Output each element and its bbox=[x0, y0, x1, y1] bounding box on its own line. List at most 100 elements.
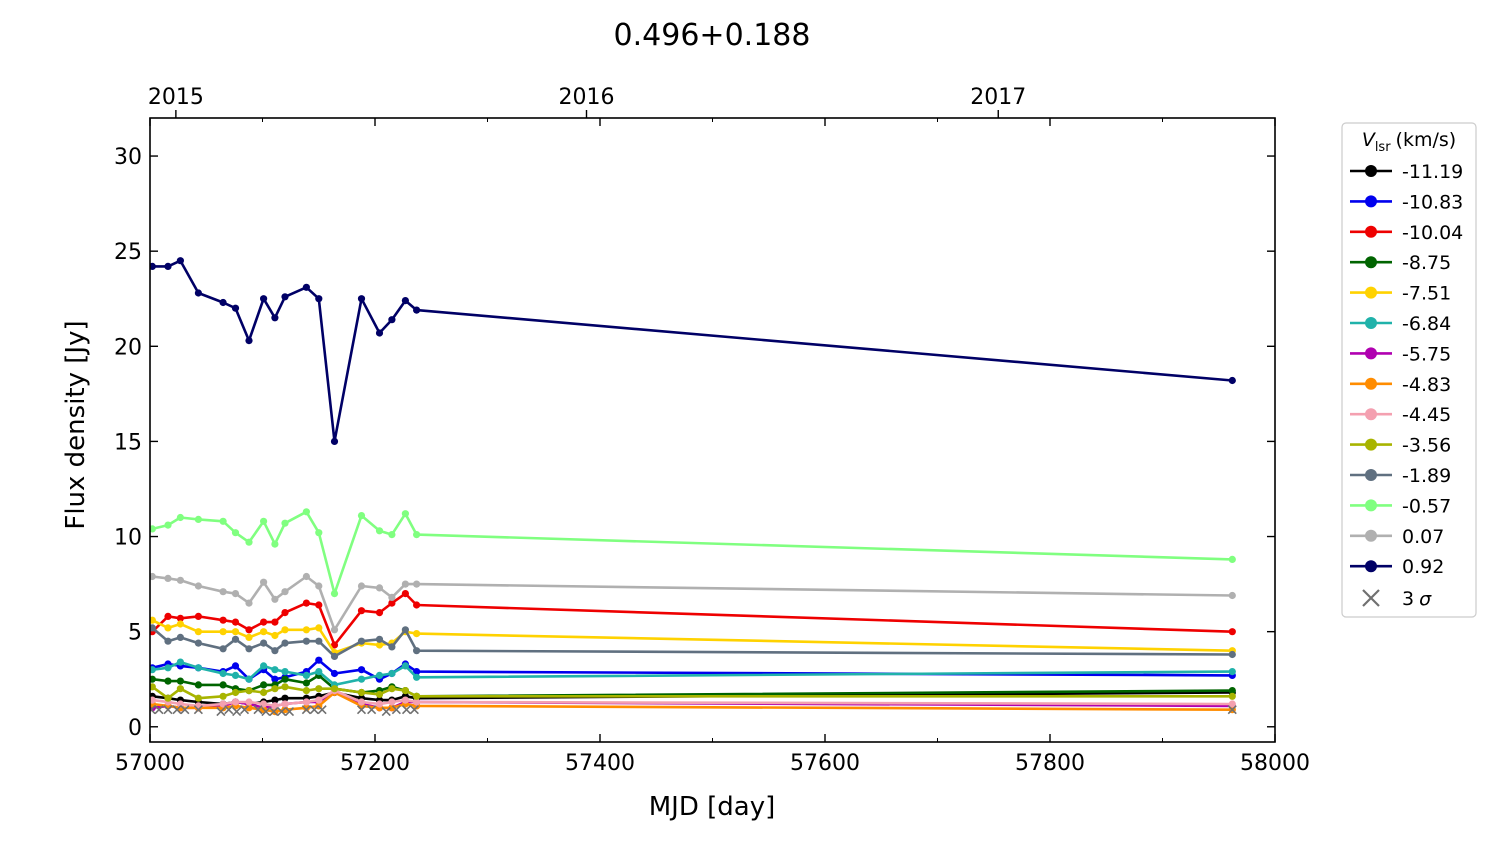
sigma-marker bbox=[150, 705, 156, 715]
legend-label: -6.84 bbox=[1402, 313, 1451, 335]
legend-swatch-marker bbox=[1365, 225, 1377, 238]
legend-swatch-marker bbox=[1365, 256, 1377, 269]
legend-items: -11.19 -10.83 -10.04 -8.75 -7.51 -6.84 -5.75 -4… bbox=[1350, 161, 1463, 578]
data-point bbox=[150, 666, 156, 674]
data-point bbox=[245, 698, 253, 706]
series--7.51 bbox=[150, 616, 1236, 657]
sigma-marker bbox=[269, 706, 279, 717]
data-point bbox=[176, 620, 184, 628]
data-point bbox=[176, 257, 184, 265]
data-point bbox=[271, 540, 279, 548]
data-point bbox=[164, 612, 172, 621]
data-point bbox=[413, 698, 421, 706]
data-point bbox=[281, 639, 289, 647]
legend-label: -1.89 bbox=[1402, 465, 1451, 487]
data-point bbox=[375, 527, 384, 535]
data-point bbox=[388, 531, 396, 539]
legend-swatch-marker bbox=[1365, 499, 1377, 512]
data-point bbox=[330, 652, 339, 661]
data-point bbox=[315, 601, 323, 609]
sigma-marker bbox=[216, 706, 226, 717]
data-point bbox=[357, 698, 366, 706]
legend-item: -10.04 bbox=[1350, 222, 1463, 244]
data-point bbox=[357, 511, 366, 520]
data-point bbox=[176, 633, 184, 642]
data-point bbox=[375, 671, 384, 680]
legend-swatch-marker bbox=[1365, 317, 1377, 329]
data-point bbox=[1228, 692, 1236, 700]
data-point bbox=[302, 679, 310, 687]
legend-label: -5.75 bbox=[1402, 343, 1451, 365]
data-point bbox=[260, 688, 268, 697]
data-point bbox=[231, 688, 240, 697]
data-point bbox=[357, 688, 366, 697]
sigma-3-markers bbox=[150, 705, 1237, 717]
data-point bbox=[401, 510, 409, 518]
sigma-marker bbox=[193, 705, 203, 715]
data-point bbox=[413, 668, 421, 676]
data-point bbox=[219, 645, 227, 653]
data-point bbox=[176, 513, 184, 522]
data-point bbox=[401, 696, 409, 704]
y-tick-label: 25 bbox=[114, 240, 142, 265]
data-point bbox=[1228, 687, 1236, 695]
data-point bbox=[388, 643, 396, 651]
data-point bbox=[271, 666, 279, 674]
data-point bbox=[281, 700, 289, 708]
data-point bbox=[150, 616, 156, 624]
sigma-marker bbox=[367, 705, 377, 715]
data-point bbox=[357, 607, 366, 615]
data-point bbox=[357, 637, 366, 645]
data-point bbox=[375, 329, 384, 337]
legend-item: -1.89 bbox=[1350, 465, 1451, 487]
data-point bbox=[413, 630, 421, 638]
data-point bbox=[231, 698, 240, 706]
legend-title-var: V bbox=[1362, 129, 1377, 151]
data-point bbox=[150, 262, 156, 270]
x-tick-label: 57800 bbox=[1015, 751, 1085, 776]
data-point bbox=[1228, 591, 1236, 600]
data-point bbox=[413, 692, 421, 700]
series--6.84 bbox=[150, 658, 1236, 689]
legend-swatch-marker bbox=[1365, 347, 1377, 360]
legend-3-sigma-marker bbox=[1362, 589, 1380, 607]
data-point bbox=[413, 647, 421, 655]
sigma-marker bbox=[409, 705, 419, 715]
data-point bbox=[388, 593, 396, 602]
legend-item: 0.07 bbox=[1350, 526, 1444, 548]
data-point bbox=[164, 262, 172, 270]
legend-label: -4.83 bbox=[1402, 374, 1451, 396]
data-point bbox=[260, 517, 268, 525]
sigma-marker bbox=[277, 706, 287, 717]
data-point bbox=[357, 582, 366, 590]
data-point bbox=[330, 590, 339, 598]
legend-title: Vlsr (km/s) bbox=[1362, 129, 1456, 155]
legend-item: -4.83 bbox=[1350, 374, 1451, 396]
legend-frame bbox=[1341, 122, 1477, 618]
sigma-marker bbox=[317, 705, 327, 715]
data-point bbox=[315, 685, 323, 693]
data-point bbox=[245, 645, 253, 653]
data-point bbox=[281, 626, 289, 634]
data-point bbox=[315, 295, 323, 303]
data-point bbox=[281, 668, 289, 676]
data-point bbox=[315, 696, 323, 704]
sigma-marker bbox=[224, 705, 234, 715]
data-point bbox=[302, 687, 310, 695]
y-tick-label: 15 bbox=[114, 430, 142, 455]
data-point bbox=[330, 437, 339, 445]
data-point bbox=[1228, 650, 1236, 659]
data-point bbox=[219, 628, 227, 636]
series-line bbox=[151, 592, 1233, 647]
legend-item: -8.75 bbox=[1350, 252, 1451, 274]
sigma-marker bbox=[163, 705, 173, 715]
data-point bbox=[401, 590, 409, 598]
data-point bbox=[194, 702, 202, 710]
data-point bbox=[231, 635, 240, 643]
data-point bbox=[260, 639, 268, 647]
legend-label: 0.07 bbox=[1402, 526, 1444, 548]
data-point bbox=[219, 517, 227, 525]
data-point bbox=[176, 614, 184, 622]
legend-swatch-marker bbox=[1365, 286, 1377, 299]
data-point bbox=[388, 685, 396, 693]
